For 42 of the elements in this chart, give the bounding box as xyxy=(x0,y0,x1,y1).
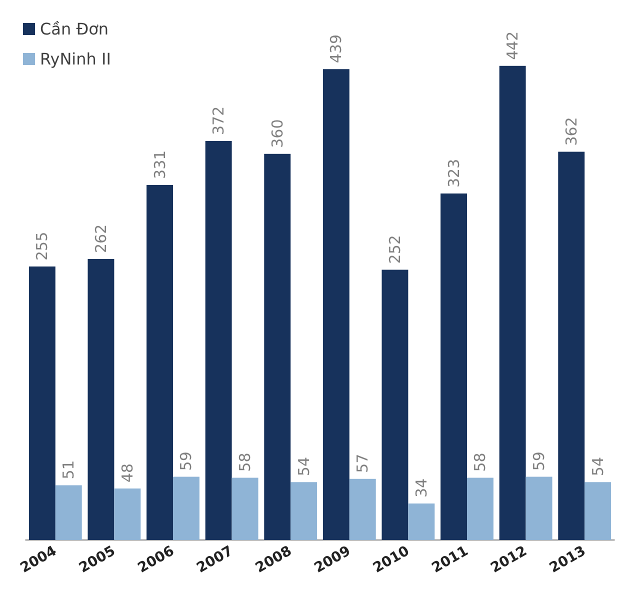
data-label: 51 xyxy=(60,460,78,480)
data-label: 252 xyxy=(386,235,404,264)
data-label: 255 xyxy=(33,232,52,260)
bar xyxy=(55,485,82,540)
data-label: 57 xyxy=(354,454,372,473)
data-label: 48 xyxy=(118,463,136,483)
data-label: 58 xyxy=(471,452,490,472)
bar xyxy=(584,482,612,540)
data-label: 360 xyxy=(268,119,286,148)
data-label: 372 xyxy=(210,106,228,136)
legend-label: RyNinh II xyxy=(40,50,111,68)
bar xyxy=(146,184,173,540)
data-label: 331 xyxy=(150,150,169,179)
data-label: 59 xyxy=(530,452,548,471)
bar xyxy=(232,478,258,540)
bar xyxy=(173,476,200,540)
bar xyxy=(467,478,494,540)
bar xyxy=(205,141,232,540)
data-label: 323 xyxy=(444,158,463,188)
bar xyxy=(28,266,56,540)
data-label: 362 xyxy=(562,117,580,146)
bar xyxy=(264,154,291,540)
data-label: 58 xyxy=(236,452,254,472)
bar xyxy=(526,476,552,540)
data-label: 34 xyxy=(412,478,430,498)
data-label: 439 xyxy=(327,34,346,64)
bar xyxy=(88,258,114,540)
bar xyxy=(499,66,526,540)
bar xyxy=(408,504,435,540)
data-label: 262 xyxy=(92,224,110,253)
bar xyxy=(114,488,141,540)
data-label: 442 xyxy=(504,31,522,60)
data-label: 54 xyxy=(294,456,313,476)
legend-label: Cần Đơn xyxy=(40,20,109,38)
data-label: 54 xyxy=(588,456,607,476)
bar xyxy=(382,270,408,540)
bar xyxy=(322,69,350,540)
bar xyxy=(440,194,467,540)
bar xyxy=(349,478,376,540)
bar xyxy=(290,482,318,540)
data-label: 59 xyxy=(177,452,196,471)
bar xyxy=(558,152,585,540)
